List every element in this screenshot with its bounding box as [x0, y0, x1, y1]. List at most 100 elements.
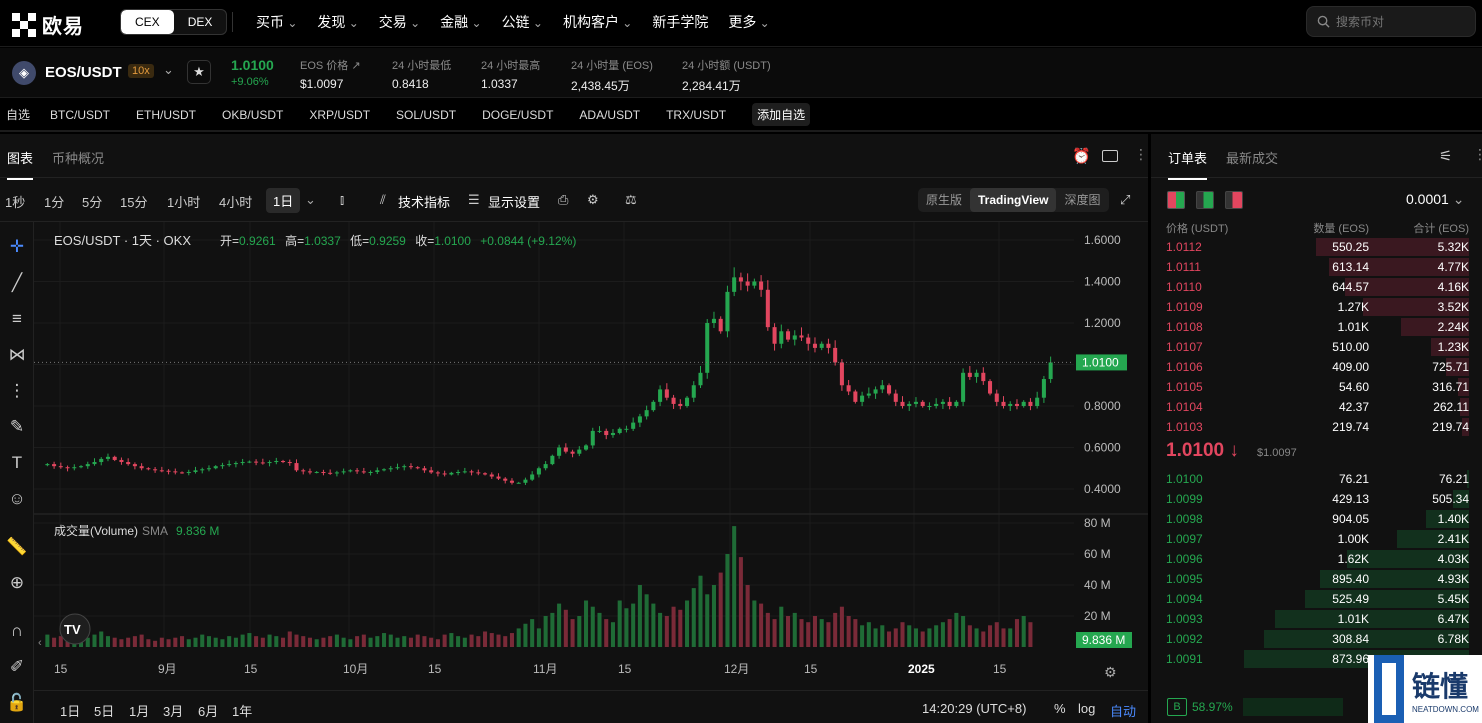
view-bids-icon[interactable]	[1196, 191, 1214, 209]
cex-toggle[interactable]: CEX	[121, 10, 174, 34]
lock-draw-icon[interactable]: ✐	[9, 657, 25, 676]
percent-toggle[interactable]: %	[1054, 701, 1066, 716]
ask-row[interactable]: 1.0104 42.37 262.11	[1151, 397, 1482, 417]
window-icon[interactable]	[1102, 150, 1118, 162]
tradingview-logo[interactable]	[59, 613, 91, 645]
view-tradingview[interactable]: TradingView	[970, 188, 1057, 212]
bid-row[interactable]: 1.0098 904.05 1.40K	[1151, 509, 1482, 529]
chevron-down-icon[interactable]: ⌄	[163, 62, 174, 77]
settings-gear-icon[interactable]: ⚙	[587, 192, 599, 207]
auto-toggle[interactable]: 自动	[1110, 704, 1137, 719]
alert-icon[interactable]: ⏰	[1072, 148, 1091, 165]
pair-selector[interactable]: EOS/USDT	[45, 64, 122, 81]
range-3m[interactable]: 3月	[163, 704, 184, 719]
fav-pair[interactable]: TRX/USDT	[666, 107, 727, 122]
view-asks-icon[interactable]	[1225, 191, 1243, 209]
nav-discover[interactable]: 发现	[317, 12, 358, 32]
display-settings-button[interactable]: 显示设置	[488, 195, 541, 210]
trendline-icon[interactable]: ╱	[11, 273, 23, 292]
tab-order-book[interactable]: 订单表	[1168, 148, 1208, 180]
nav-finance[interactable]: 金融	[440, 12, 481, 32]
pattern-icon[interactable]: ⋈	[8, 345, 26, 364]
add-favorite-button[interactable]: 添加自选	[752, 103, 811, 126]
stat-index-price[interactable]: EOS 价格 ↗ $1.0097	[300, 57, 361, 91]
tab-recent-trades[interactable]: 最新成交	[1226, 151, 1279, 166]
nav-institutional[interactable]: 机构客户	[563, 12, 632, 32]
favorites-label[interactable]: 自选	[6, 108, 31, 122]
ask-row[interactable]: 1.0108 1.01K 2.24K	[1151, 317, 1482, 337]
magnet-icon[interactable]: ∩	[10, 621, 24, 640]
fav-pair[interactable]: XRP/USDT	[309, 107, 371, 122]
fav-pair[interactable]: DOGE/USDT	[482, 107, 554, 122]
log-toggle[interactable]: log	[1078, 701, 1096, 716]
clock[interactable]: 14:20:29 (UTC+8)	[922, 701, 1027, 716]
ask-row[interactable]: 1.0109 1.27K 3.52K	[1151, 297, 1482, 317]
interval-1d[interactable]: 1日	[266, 188, 301, 213]
text-tool-icon[interactable]: T	[11, 453, 23, 472]
sliders-icon[interactable]: ⚟	[1439, 148, 1453, 165]
crosshair-icon[interactable]: ✛	[9, 237, 25, 256]
indicators-button[interactable]: 技术指标	[398, 195, 451, 210]
ask-row[interactable]: 1.0111 613.14 4.77K	[1151, 257, 1482, 277]
bid-row[interactable]: 1.0096 1.62K 4.03K	[1151, 549, 1482, 569]
interval-1s[interactable]: 1秒	[5, 195, 26, 210]
range-1m[interactable]: 1月	[129, 704, 150, 719]
range-6m[interactable]: 6月	[198, 704, 219, 719]
fav-pair[interactable]: SOL/USDT	[396, 107, 457, 122]
nav-academy[interactable]: 新手学院	[652, 14, 709, 30]
ask-row[interactable]: 1.0107 510.00 1.23K	[1151, 337, 1482, 357]
collapse-left-icon[interactable]: ‹	[38, 637, 42, 649]
zoom-in-icon[interactable]: ⊕	[9, 573, 25, 592]
interval-15m[interactable]: 15分	[120, 195, 148, 210]
interval-chevron-icon[interactable]: ⌄	[305, 192, 316, 207]
fav-pair[interactable]: OKB/USDT	[222, 107, 284, 122]
emoji-icon[interactable]: ☺	[8, 489, 26, 508]
price-chart[interactable]: EOS/USDT · 1天 · OKX 开=0.9261 高=1.0337 低=…	[34, 222, 1148, 690]
ask-row[interactable]: 1.0110 644.57 4.16K	[1151, 277, 1482, 297]
display-settings-icon[interactable]: ☰	[468, 192, 480, 207]
parallel-lines-icon[interactable]: ≡	[12, 309, 22, 328]
view-native[interactable]: 原生版	[926, 193, 963, 207]
interval-1h[interactable]: 1小时	[167, 195, 201, 210]
fib-icon[interactable]: ⋮	[8, 381, 26, 400]
interval-5m[interactable]: 5分	[82, 195, 103, 210]
tab-coin-overview[interactable]: 币种概况	[52, 151, 105, 166]
brush-icon[interactable]: ✎	[9, 417, 25, 436]
bid-row[interactable]: 1.0093 1.01K 6.47K	[1151, 609, 1482, 629]
range-1d[interactable]: 1日	[60, 704, 81, 719]
range-5d[interactable]: 5日	[94, 704, 115, 719]
indicators-icon[interactable]: ⫽	[380, 192, 386, 207]
bid-row[interactable]: 1.0097 1.00K 2.41K	[1151, 529, 1482, 549]
favorite-star-icon[interactable]: ★	[187, 60, 211, 84]
okx-logo[interactable]: 欧易	[12, 10, 84, 39]
fav-pair[interactable]: ADA/USDT	[579, 107, 641, 122]
bid-row[interactable]: 1.0094 525.49 5.45K	[1151, 589, 1482, 609]
bid-row[interactable]: 1.0100 76.21 76.21	[1151, 469, 1482, 489]
candle-type-icon[interactable]: ⫾	[340, 192, 345, 207]
more-vertical-icon[interactable]: ⋮	[1473, 146, 1482, 162]
view-depth[interactable]: 深度图	[1064, 193, 1101, 207]
more-vertical-icon[interactable]: ⋮	[1134, 146, 1148, 162]
search-box[interactable]	[1306, 6, 1476, 37]
fav-pair[interactable]: ETH/USDT	[136, 107, 197, 122]
nav-more[interactable]: 更多	[728, 12, 769, 32]
tab-chart[interactable]: 图表	[7, 148, 34, 180]
axis-settings-icon[interactable]: ⚙	[1104, 664, 1117, 680]
compare-scale-icon[interactable]: ⚖	[625, 192, 637, 207]
bid-row[interactable]: 1.0092 308.84 6.78K	[1151, 629, 1482, 649]
search-input[interactable]	[1336, 14, 1466, 29]
interval-4h[interactable]: 4小时	[219, 195, 253, 210]
dex-toggle[interactable]: DEX	[187, 15, 213, 29]
nav-buy-crypto[interactable]: 买币	[256, 12, 297, 32]
fav-pair[interactable]: BTC/USDT	[50, 107, 111, 122]
range-1y[interactable]: 1年	[232, 704, 253, 719]
view-both-icon[interactable]	[1167, 191, 1185, 209]
nav-chain[interactable]: 公链	[502, 12, 543, 32]
bid-row[interactable]: 1.0091 873.96	[1151, 649, 1482, 669]
precision-select[interactable]: 0.0001 ⌄	[1406, 191, 1464, 208]
bid-row[interactable]: 1.0095 895.40 4.93K	[1151, 569, 1482, 589]
bid-row[interactable]: 1.0099 429.13 505.34	[1151, 489, 1482, 509]
ask-row[interactable]: 1.0103 219.74 219.74	[1151, 417, 1482, 437]
fullscreen-icon[interactable]: ⤢	[1120, 192, 1131, 207]
ask-row[interactable]: 1.0105 54.60 316.71	[1151, 377, 1482, 397]
